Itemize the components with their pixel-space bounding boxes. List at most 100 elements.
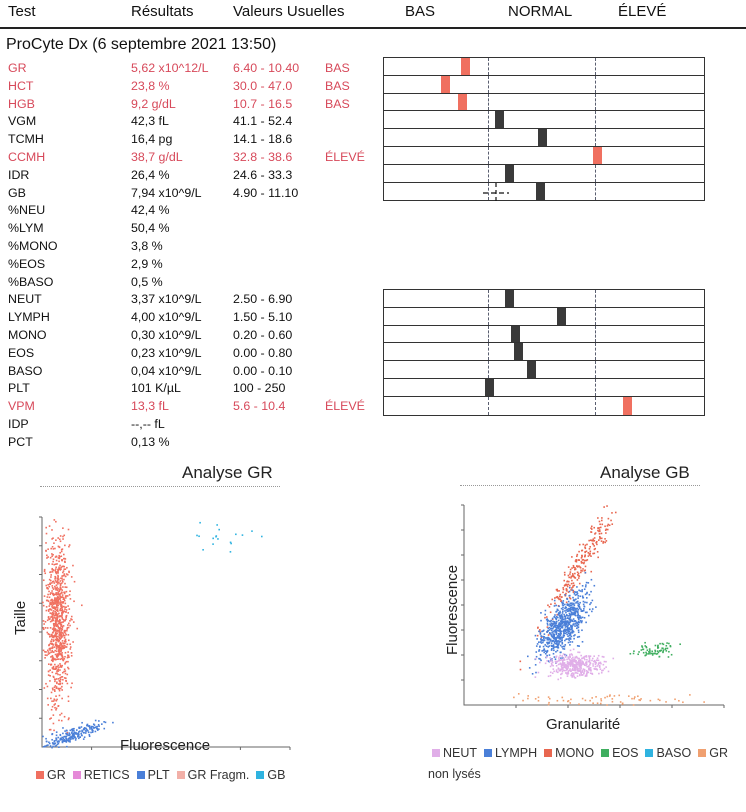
- data-point: [56, 600, 59, 603]
- data-point: [81, 729, 83, 732]
- data-point: [49, 680, 51, 682]
- data-point: [97, 723, 100, 726]
- data-point: [562, 634, 565, 637]
- gauge-marker: [526, 361, 536, 378]
- data-point: [57, 568, 59, 571]
- data-point: [80, 726, 83, 728]
- data-point: [566, 633, 568, 636]
- data-point: [59, 641, 62, 644]
- data-point: [55, 737, 57, 739]
- data-point: [73, 600, 75, 603]
- data-point: [51, 529, 53, 531]
- gauge-divider-low: [488, 129, 489, 146]
- data-point: [592, 540, 594, 542]
- data-point: [62, 659, 65, 662]
- data-point: [65, 740, 68, 742]
- data-point: [51, 546, 54, 548]
- data-point: [54, 690, 56, 692]
- data-point: [72, 735, 74, 737]
- data-point: [577, 597, 579, 599]
- data-point: [570, 606, 572, 609]
- data-point: [561, 622, 564, 625]
- data-point: [51, 636, 54, 638]
- data-point: [560, 622, 562, 625]
- data-point: [519, 660, 522, 663]
- data-point: [573, 602, 575, 605]
- data-point: [567, 583, 570, 586]
- data-point: [56, 607, 59, 609]
- data-point: [544, 609, 547, 612]
- test-name: %EOS: [8, 256, 46, 271]
- data-point: [560, 658, 563, 661]
- data-point: [64, 582, 66, 585]
- test-name: TCMH: [8, 132, 44, 147]
- data-point: [563, 629, 566, 632]
- data-point: [58, 620, 60, 622]
- data-point: [66, 566, 68, 569]
- data-point: [42, 627, 45, 629]
- data-point: [45, 737, 47, 740]
- data-point: [53, 582, 56, 584]
- data-point: [670, 653, 673, 656]
- data-point: [666, 647, 669, 650]
- data-point: [542, 641, 544, 644]
- data-point: [96, 729, 99, 731]
- data-point: [67, 651, 69, 653]
- data-point: [230, 542, 232, 545]
- legend-label: NEUT: [443, 746, 478, 760]
- data-point: [69, 643, 71, 646]
- data-point: [551, 617, 554, 620]
- data-point: [645, 646, 648, 649]
- test-name: IDP: [8, 417, 29, 431]
- data-point: [576, 666, 578, 669]
- data-point: [71, 731, 73, 734]
- data-point: [584, 546, 586, 549]
- data-point: [551, 627, 554, 630]
- data-point: [665, 701, 667, 703]
- data-point: [562, 602, 565, 604]
- data-point: [583, 616, 586, 619]
- data-point: [548, 606, 551, 608]
- reference-range: 41.1 - 52.4: [233, 114, 293, 129]
- data-point: [570, 604, 573, 606]
- data-point: [543, 639, 546, 641]
- data-point: [72, 728, 74, 730]
- data-point: [556, 595, 559, 598]
- legend-item: MONO: [540, 746, 594, 760]
- gauge-divider-low: [488, 325, 489, 343]
- test-result: 42,4 %: [131, 203, 170, 218]
- status-flag: BAS: [325, 78, 350, 93]
- data-point: [63, 658, 66, 660]
- data-point: [572, 591, 575, 593]
- data-point: [560, 630, 563, 633]
- legend-item: PLT: [133, 768, 170, 782]
- reference-range: 0.00 - 0.10: [233, 363, 293, 378]
- data-point: [572, 607, 574, 610]
- data-point: [65, 735, 68, 738]
- data-point: [564, 584, 567, 586]
- data-point: [57, 602, 59, 605]
- data-point: [58, 615, 61, 618]
- data-point: [60, 615, 62, 618]
- data-point: [98, 720, 100, 722]
- data-point: [44, 572, 47, 575]
- data-point: [59, 627, 61, 630]
- data-point: [67, 667, 70, 670]
- data-point: [48, 618, 50, 621]
- data-point: [83, 727, 86, 729]
- data-point: [563, 632, 565, 635]
- data-point: [547, 619, 549, 622]
- data-point: [544, 637, 547, 639]
- cluster-neut: [534, 648, 615, 681]
- data-point: [593, 539, 596, 542]
- data-point: [581, 595, 584, 598]
- data-point: [53, 629, 56, 632]
- data-point: [551, 636, 554, 638]
- data-point: [46, 587, 49, 590]
- data-point: [65, 586, 68, 589]
- data-point: [606, 505, 608, 507]
- data-point: [659, 642, 661, 645]
- data-point: [534, 634, 537, 637]
- data-point: [613, 695, 616, 697]
- data-point: [217, 538, 219, 540]
